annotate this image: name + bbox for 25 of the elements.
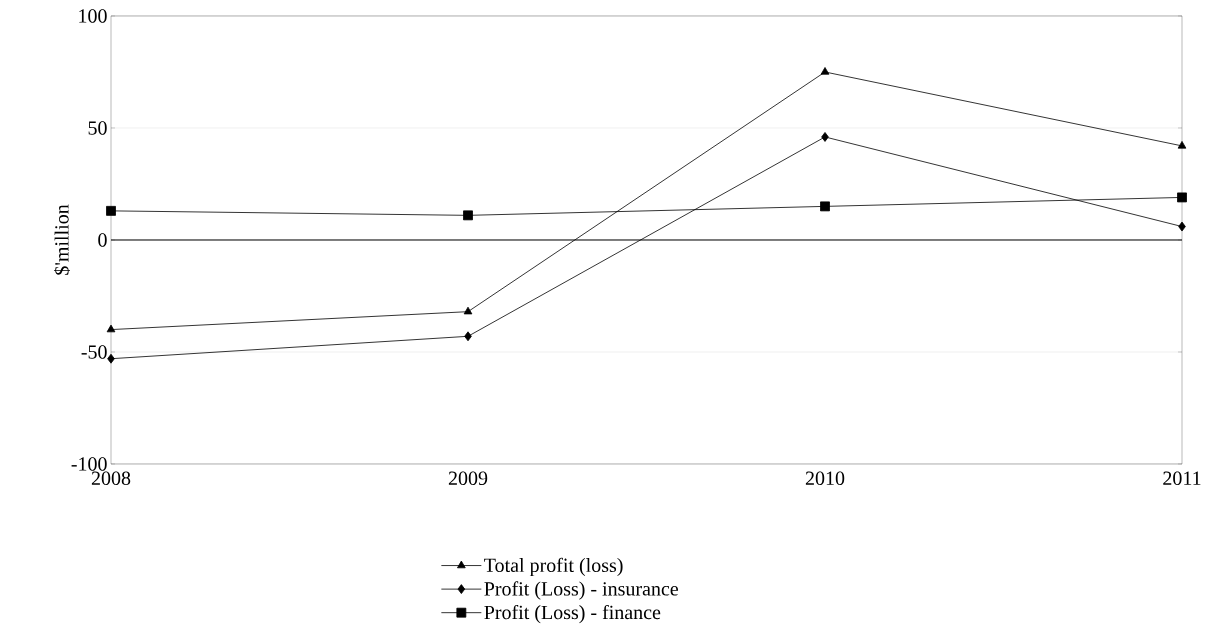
x-tick-label: 2008	[91, 471, 131, 486]
point	[820, 67, 830, 75]
x-tick-label: 2009	[448, 471, 488, 486]
y-tick-label: 100	[79, 9, 107, 23]
legend-label: Total profit (loss)	[484, 557, 623, 577]
y-tick-label: -50	[81, 345, 107, 359]
x-tick-label: 2011	[1163, 471, 1201, 486]
legend-label: Profit (Loss) - insurance	[484, 581, 679, 600]
y-tick-label: -100	[71, 457, 107, 471]
y-tick-label: 0	[98, 233, 107, 247]
point	[1177, 192, 1187, 203]
y-axis-title: $'million	[53, 204, 70, 275]
point	[463, 210, 473, 221]
x-tick-label: 2010	[805, 471, 845, 486]
point	[107, 353, 115, 364]
point	[1178, 221, 1186, 232]
point	[106, 324, 116, 333]
legend-label: Profit (Loss) - finance	[484, 604, 661, 624]
point	[1177, 141, 1187, 149]
point	[106, 205, 116, 216]
y-tick-label: 50	[88, 121, 107, 135]
point	[463, 306, 473, 315]
point	[820, 201, 830, 212]
point	[821, 132, 829, 142]
point	[464, 331, 472, 342]
